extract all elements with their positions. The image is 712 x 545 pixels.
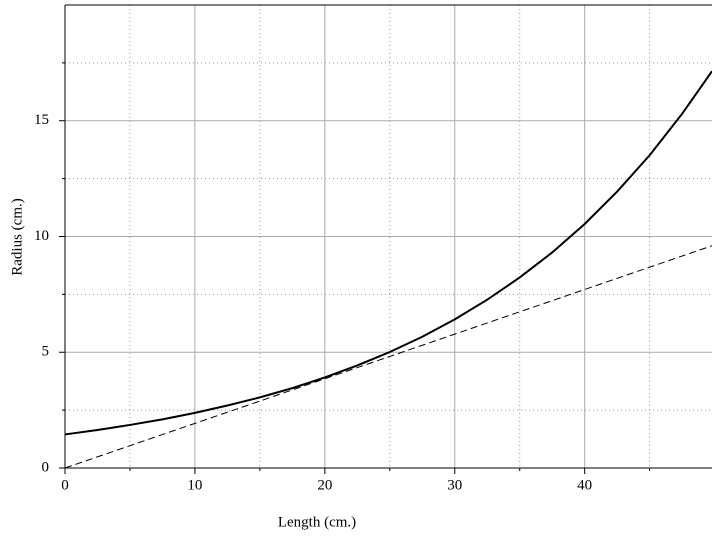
x-tick-label: 20 [317,477,332,493]
line [64,245,712,469]
y-tick-label: 15 [34,112,49,128]
y-tick-label: 5 [42,344,50,360]
y-tick-label: 0 [42,459,50,475]
x-tick-label: 30 [447,477,462,493]
x-axis-label: Length (cm.) [278,514,356,530]
x-tick-label: 40 [577,477,592,493]
y-tick-label: 10 [34,228,49,244]
x-tick-label: 10 [187,477,202,493]
line [64,70,712,436]
x-tick-label: 0 [61,477,69,493]
y-axis-label: Radius (cm.) [9,198,25,275]
